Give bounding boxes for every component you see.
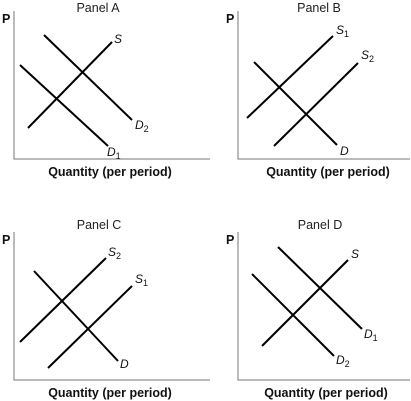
panel-c-price-axis-label: P [2,233,10,247]
panel-b: Panel B P S1 S2 D Quantity (per period) [226,1,410,179]
panel-c: Panel C P S2 S1 D Quantity (per period) [2,218,210,400]
panel-c-demand-curve [33,270,119,362]
panel-d: Panel D P S D1 D2 Quantity (per period) [226,218,410,400]
panel-c-curve-label-s1: S1 [135,272,148,288]
panel-a-title: Panel A [76,1,120,15]
panel-c-title: Panel C [77,218,121,232]
panel-a-curve-label-s: S [114,32,122,46]
panel-a-curve-label-d1: D1 [107,145,121,161]
panel-c-quantity-axis-label: Quantity (per period) [48,386,172,400]
panel-d-title: Panel D [298,218,342,232]
panel-d-demand-curve-d2 [251,273,335,357]
panel-b-title: Panel B [297,1,341,15]
panel-d-curve-label-d1: D1 [364,327,378,343]
panel-a-curve-label-d2: D2 [135,118,149,134]
panel-b-curve-label-s2: S2 [361,48,374,64]
panel-a-demand-curve-d2 [43,34,133,121]
panel-b-demand-curve [253,61,338,146]
panel-b-price-axis-label: P [226,12,234,26]
panel-b-supply-curve-s2 [273,62,359,147]
panel-d-quantity-axis-label: Quantity (per period) [264,386,388,400]
panel-c-curve-label-d: D [120,357,129,371]
panel-c-supply-curve-s1 [47,285,133,369]
panel-b-quantity-axis-label: Quantity (per period) [266,165,390,179]
panel-b-curve-label-d: D [340,144,349,158]
panel-d-curve-label-s: S [351,247,359,261]
panel-c-axes [13,232,210,381]
panel-b-supply-curve-s1 [246,35,334,119]
panel-a-quantity-axis-label: Quantity (per period) [48,165,172,179]
panel-d-supply-curve [261,259,349,347]
panel-a-axes [13,11,210,160]
panel-c-curve-label-s2: S2 [108,245,121,261]
panel-d-price-axis-label: P [226,233,234,247]
panel-a-demand-curve-d1 [19,64,109,147]
panel-a-supply-curve [27,41,113,129]
panel-d-demand-curve-d1 [277,246,363,330]
panel-d-curve-label-d2: D2 [336,353,350,369]
panel-a: Panel A P S D2 D1 Quantity (per period) [2,1,210,179]
panel-b-curve-label-s1: S1 [336,23,349,39]
panel-a-price-axis-label: P [2,12,10,26]
panel-c-supply-curve-s2 [19,257,107,343]
panel-d-axes [237,232,410,381]
panel-b-axes [237,11,410,160]
